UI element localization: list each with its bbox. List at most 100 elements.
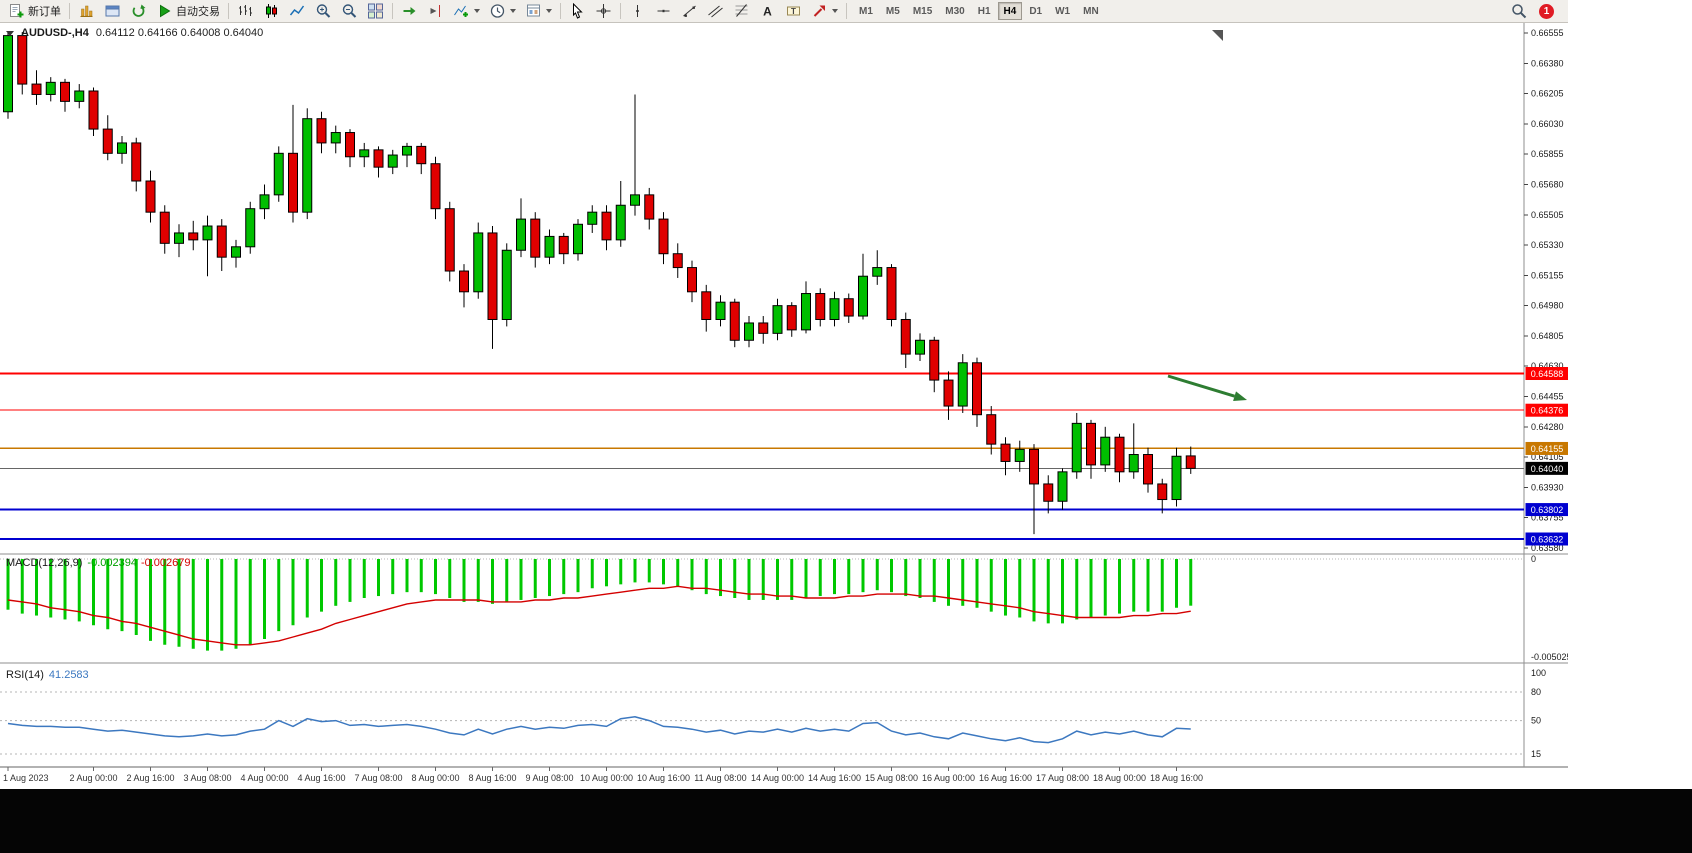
toolbar-separator xyxy=(69,3,70,19)
chart-shift-marker-icon[interactable] xyxy=(1212,30,1223,41)
price-line-label-text: 0.64376 xyxy=(1531,406,1564,416)
arrows-button[interactable] xyxy=(807,1,842,21)
candle xyxy=(288,104,298,223)
arrow-tool-icon xyxy=(813,5,825,17)
price-line-label[interactable] xyxy=(1525,403,1569,417)
cursor-icon xyxy=(573,3,583,19)
bars-chart-button[interactable] xyxy=(233,1,258,21)
chart-canvas[interactable]: 0.66555 0.66380 0.66205 0.66030 0.65855 0.656… xyxy=(0,0,1568,789)
price-line-label[interactable] xyxy=(1525,461,1569,475)
candle xyxy=(60,78,70,112)
timeframe-button-m5[interactable]: M5 xyxy=(880,2,906,20)
line-chart-button[interactable] xyxy=(285,1,310,21)
search-icon[interactable] xyxy=(1511,3,1527,19)
text-button[interactable]: A xyxy=(755,1,780,21)
profiles-button[interactable] xyxy=(100,1,125,21)
vertical-line-button[interactable] xyxy=(625,1,650,21)
candle xyxy=(1185,446,1196,474)
zoom-out-button[interactable] xyxy=(337,1,362,21)
autoscroll-button[interactable] xyxy=(397,1,422,21)
fibonacci-button[interactable] xyxy=(729,1,754,21)
candle xyxy=(245,201,256,254)
candle xyxy=(829,291,840,327)
price-line-label[interactable] xyxy=(1525,367,1569,381)
macd-label: MACD(12,26,9) -0.002394 -0.002679 xyxy=(6,557,191,569)
rsi-value: 41.2583 xyxy=(48,669,89,681)
text-label-icon: T xyxy=(787,6,800,16)
trendline-button[interactable] xyxy=(677,1,702,21)
crosshair-icon xyxy=(596,4,611,18)
candle xyxy=(644,187,655,230)
new-order-button[interactable]: 新订单 xyxy=(4,1,65,21)
price-axis-label: 0.66205 xyxy=(1531,89,1564,99)
candle xyxy=(1029,444,1039,535)
text-label-button[interactable]: T xyxy=(781,1,806,21)
candle xyxy=(915,333,925,362)
candle xyxy=(615,181,626,247)
candle xyxy=(74,84,85,109)
trend-arrow-object[interactable] xyxy=(1167,374,1235,398)
new-chart-button[interactable] xyxy=(74,1,99,21)
chart-list-toggle-icon[interactable] xyxy=(6,30,14,36)
indicators-button[interactable] xyxy=(449,1,484,21)
timeframe-button-mn[interactable]: MN xyxy=(1077,2,1105,20)
candle xyxy=(815,288,826,327)
timeframe-button-m1[interactable]: M1 xyxy=(853,2,879,20)
toolbar-separator xyxy=(846,3,847,19)
candle xyxy=(231,239,241,268)
refresh-icon xyxy=(132,4,146,17)
candle xyxy=(801,281,811,334)
timeframe-button-h1[interactable]: H1 xyxy=(972,2,997,20)
price-line-label[interactable] xyxy=(1525,441,1569,455)
price-axis-label: 0.64805 xyxy=(1531,331,1564,341)
timeframe-button-d1[interactable]: D1 xyxy=(1023,2,1048,20)
timeframe-button-w1[interactable]: W1 xyxy=(1049,2,1076,20)
macd-signal-value: -0.002679 xyxy=(140,557,191,569)
price-line-label[interactable] xyxy=(1525,532,1569,546)
time-axis-label: 10 Aug 16:00 xyxy=(637,773,690,783)
candlestick-chart-button[interactable] xyxy=(259,1,284,21)
time-axis-label: 18 Aug 00:00 xyxy=(1093,773,1146,783)
rsi-line xyxy=(7,716,1191,744)
cursor-button[interactable] xyxy=(565,1,590,21)
equidistant-channel-button[interactable] xyxy=(703,1,728,21)
time-axis-label: 17 Aug 08:00 xyxy=(1036,773,1089,783)
toolbar: 新订单 自动交 xyxy=(0,0,1568,23)
refresh-button[interactable] xyxy=(126,1,151,21)
templates-button[interactable] xyxy=(521,1,556,21)
timeframe-button-h4[interactable]: H4 xyxy=(997,2,1023,20)
line-chart-icon xyxy=(289,5,305,16)
periods-button[interactable] xyxy=(485,1,520,21)
price-axis-label: 0.64455 xyxy=(1531,392,1564,402)
macd-signal-line xyxy=(7,585,1191,646)
notification-badge[interactable]: 1 xyxy=(1539,3,1554,19)
candle xyxy=(843,293,854,323)
tile-windows-button[interactable] xyxy=(363,1,388,21)
candle xyxy=(145,170,156,223)
clock-icon xyxy=(490,4,505,18)
candle xyxy=(986,406,997,455)
candle xyxy=(117,136,127,164)
candle xyxy=(900,312,911,368)
price-axis-label: 0.65155 xyxy=(1531,270,1564,280)
macd-scale-label: -0.005025 xyxy=(1531,652,1568,662)
horizontal-line-button[interactable] xyxy=(651,1,676,21)
toolbar-right: 1 xyxy=(1511,3,1554,19)
price-line-label[interactable] xyxy=(1525,503,1569,517)
candle xyxy=(630,94,640,216)
zoom-in-button[interactable] xyxy=(311,1,336,21)
crosshair-button[interactable] xyxy=(591,1,616,21)
templates-icon xyxy=(527,4,540,17)
candle xyxy=(943,371,954,420)
candle xyxy=(772,298,783,341)
zoom-in-icon xyxy=(316,4,331,18)
time-axis-label: 9 Aug 08:00 xyxy=(525,773,573,783)
timeframe-button-m15[interactable]: M15 xyxy=(907,2,938,20)
chart-shift-button[interactable] xyxy=(423,1,448,21)
time-axis-label: 16 Aug 00:00 xyxy=(922,773,975,783)
candle xyxy=(1157,478,1168,514)
timeframe-group: M1 M5 M15 M30 H1 H4 D1 W1 MN xyxy=(853,2,1105,20)
autotrading-button[interactable]: 自动交易 xyxy=(152,1,224,21)
timeframe-button-m30[interactable]: M30 xyxy=(939,2,970,20)
candle xyxy=(1057,468,1068,510)
